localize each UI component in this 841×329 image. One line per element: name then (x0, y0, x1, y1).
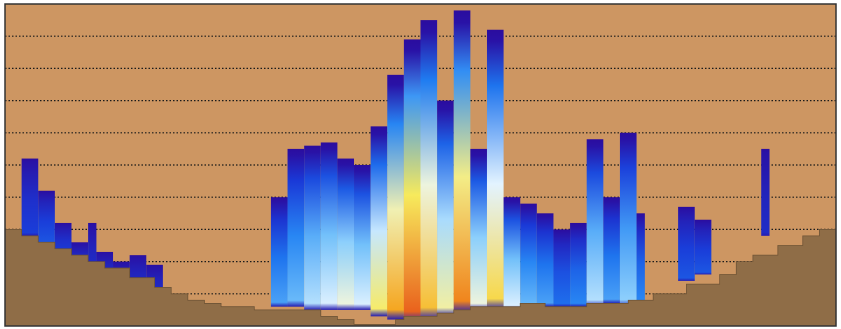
echo-column (420, 20, 438, 320)
echo-column (586, 139, 604, 307)
echo-column (503, 197, 521, 310)
echo-column (536, 213, 554, 307)
echo-column (761, 148, 770, 236)
echo-column (304, 145, 321, 310)
echo-column (403, 39, 421, 323)
echo-column (520, 203, 537, 310)
echo-column (619, 132, 637, 307)
echo-column (694, 219, 712, 275)
echo-column (354, 165, 371, 310)
echo-column (370, 126, 388, 317)
echo-column (320, 142, 338, 310)
echo-column (570, 222, 587, 307)
echo-column (88, 222, 97, 269)
echo-column (470, 148, 487, 310)
echo-column (270, 197, 288, 307)
echo-column (678, 206, 695, 281)
echo-column (553, 229, 571, 307)
echo-column (287, 148, 305, 307)
echo-column (636, 213, 645, 304)
echo-column (387, 74, 404, 320)
terrain-layer (4, 226, 837, 327)
echo-column (38, 190, 55, 246)
echo-column (337, 158, 355, 310)
echo-columns (21, 10, 770, 323)
echo-column (486, 29, 504, 310)
echo-column (603, 197, 620, 304)
echo-column (453, 10, 471, 314)
echo-column (21, 158, 39, 236)
plot-frame (4, 3, 837, 327)
terrain-surface (4, 226, 837, 327)
echo-column (437, 100, 454, 317)
echo-column (54, 222, 72, 256)
